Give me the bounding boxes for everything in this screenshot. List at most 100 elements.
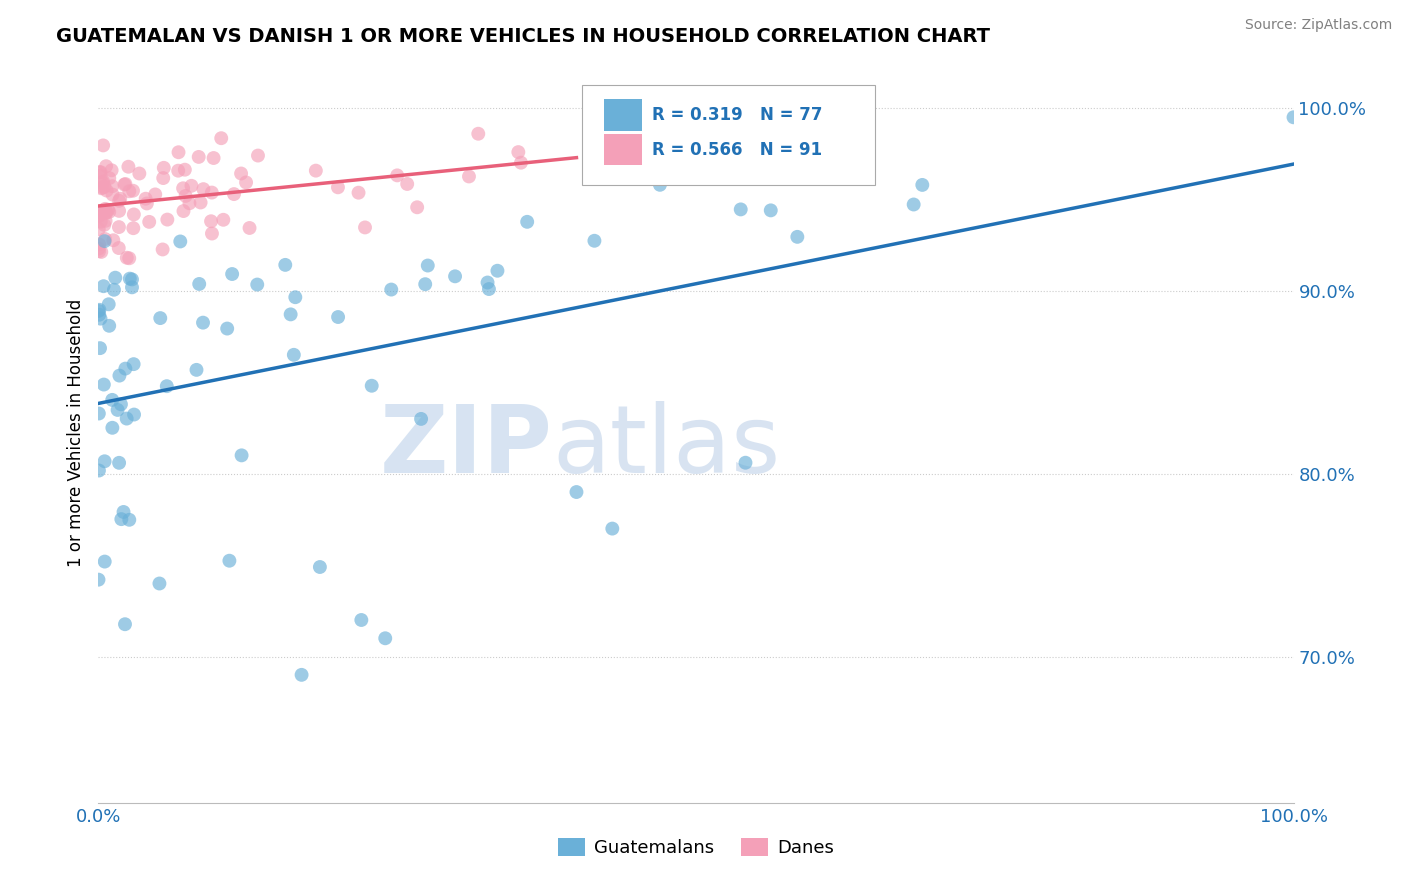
Point [87,242,110,256]
FancyBboxPatch shape [605,135,643,165]
FancyBboxPatch shape [582,85,875,185]
Point [152,161,174,175]
Point [101,187,124,202]
Point [152,243,174,257]
Point [786,230,808,244]
Point [87,210,110,224]
Point [115,411,138,425]
Point [118,513,141,527]
Point [152,171,174,186]
Point [94,202,117,216]
Point [93,218,115,232]
Point [89,341,111,355]
Point [903,197,925,211]
Point [238,221,260,235]
Point [122,184,145,198]
Point [730,202,752,217]
Point [122,357,145,371]
Point [174,189,197,203]
Point [87,222,110,236]
Point [112,178,135,192]
Point [89,308,111,322]
Point [96,184,118,198]
Point [167,163,190,178]
Point [87,463,110,477]
Point [94,214,117,228]
Point [347,186,370,200]
Point [135,196,157,211]
FancyBboxPatch shape [605,99,643,130]
Point [148,576,170,591]
Point [117,160,139,174]
Point [406,200,429,214]
Point [648,178,671,192]
Text: R = 0.566   N = 91: R = 0.566 N = 91 [652,141,823,159]
Text: Source: ZipAtlas.com: Source: ZipAtlas.com [1244,18,1392,32]
Point [112,505,135,519]
Point [326,310,349,324]
Point [309,560,332,574]
Point [89,244,111,258]
Point [121,272,143,286]
Point [94,232,117,246]
Point [122,408,145,422]
Point [193,182,215,196]
Point [97,202,120,217]
Point [122,221,145,235]
Point [110,397,132,411]
Point [360,378,382,392]
Point [91,180,114,194]
Point [190,195,212,210]
Point [380,283,402,297]
Point [179,196,201,211]
Point [167,145,190,160]
Y-axis label: 1 or more Vehicles in Household: 1 or more Vehicles in Household [66,299,84,566]
Point [156,212,179,227]
Point [98,205,121,219]
Point [291,668,314,682]
Point [122,207,145,221]
Point [108,456,131,470]
Point [396,177,419,191]
Point [128,166,150,180]
Point [201,227,224,241]
Point [186,363,208,377]
Text: atlas: atlas [553,401,780,493]
Point [138,215,160,229]
Point [101,392,124,407]
Point [114,177,136,191]
Point [187,150,209,164]
Point [169,235,191,249]
Point [93,279,115,293]
Point [212,212,235,227]
Point [172,204,194,219]
Point [91,176,114,190]
Point [231,448,253,462]
Point [218,554,240,568]
Point [508,145,530,160]
Point [108,203,131,218]
Point [90,181,112,195]
Point [98,171,121,186]
Point [89,302,111,317]
Point [602,522,624,536]
Point [104,270,127,285]
Point [149,311,172,326]
Point [246,277,269,292]
Point [911,178,934,192]
Point [97,297,120,311]
Point [135,192,157,206]
Point [478,282,501,296]
Point [108,220,131,235]
Point [280,307,302,321]
Point [114,361,136,376]
Point [89,165,111,179]
Point [90,169,112,183]
Point [583,234,606,248]
Point [94,159,117,173]
Text: R = 0.319   N = 77: R = 0.319 N = 77 [652,106,823,124]
Point [350,613,373,627]
Point [108,368,131,383]
Point [411,412,433,426]
Point [90,244,112,259]
